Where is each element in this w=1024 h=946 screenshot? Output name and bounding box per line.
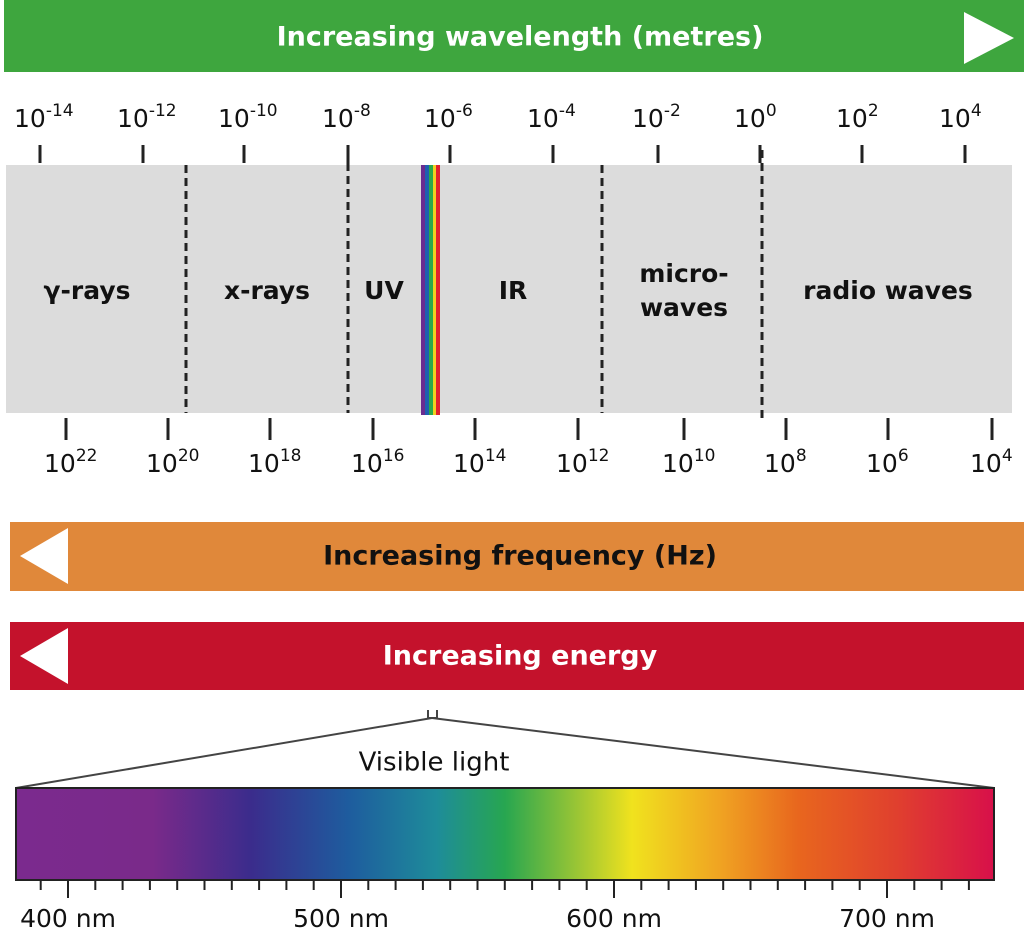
region-label: γ-rays xyxy=(43,276,130,305)
power-base: 10 xyxy=(424,104,456,133)
power-label: 10-10 xyxy=(218,101,278,133)
power-exponent: 14 xyxy=(485,446,507,466)
power-base: 10 xyxy=(734,104,766,133)
power-exponent: 16 xyxy=(383,446,405,466)
power-base: 10 xyxy=(632,104,664,133)
power-exponent: -6 xyxy=(456,101,473,121)
power-base: 10 xyxy=(970,449,1002,478)
power-base: 10 xyxy=(836,104,868,133)
arrow-left xyxy=(20,628,68,684)
power-exponent: 4 xyxy=(1002,446,1013,466)
power-label: 10-4 xyxy=(527,101,576,133)
region-dividers xyxy=(184,150,764,418)
nm-label: 700 nm xyxy=(839,904,935,933)
stripe xyxy=(433,165,436,415)
energy-bar xyxy=(10,622,1024,690)
power-base: 10 xyxy=(351,449,383,478)
power-exponent: 2 xyxy=(868,101,879,121)
power-exponent: 8 xyxy=(796,446,807,466)
zoom-line xyxy=(431,717,995,789)
power-base: 10 xyxy=(764,449,796,478)
power-base: 10 xyxy=(218,104,250,133)
power-exponent: -2 xyxy=(664,101,681,121)
power-label: 1012 xyxy=(556,446,609,478)
nm-label: 400 nm xyxy=(20,904,116,933)
power-exponent: 10 xyxy=(694,446,716,466)
power-exponent: -8 xyxy=(354,101,371,121)
power-exponent: 12 xyxy=(588,446,610,466)
power-label: 10-12 xyxy=(117,101,177,133)
power-base: 10 xyxy=(44,449,76,478)
power-exponent: 0 xyxy=(766,101,777,121)
arrow-left xyxy=(20,528,68,584)
power-label: 1016 xyxy=(351,446,404,478)
region-label: x-rays xyxy=(224,276,310,305)
power-base: 10 xyxy=(14,104,46,133)
arrow-right xyxy=(964,12,1014,64)
power-label: 1020 xyxy=(146,446,199,478)
power-exponent: -10 xyxy=(250,101,278,121)
visible-stripe xyxy=(421,165,440,415)
power-label: 104 xyxy=(970,446,1013,478)
power-base: 10 xyxy=(662,449,694,478)
power-base: 10 xyxy=(322,104,354,133)
energy-title: Increasing energy xyxy=(383,641,658,672)
power-base: 10 xyxy=(117,104,149,133)
power-label: 100 xyxy=(734,101,777,133)
power-exponent: -14 xyxy=(46,101,74,121)
region-label: IR xyxy=(499,276,528,305)
power-base: 10 xyxy=(453,449,485,478)
stripe xyxy=(436,165,440,415)
power-exponent: 18 xyxy=(280,446,302,466)
power-exponent: -12 xyxy=(149,101,177,121)
power-label: 1014 xyxy=(453,446,506,478)
frequency-bar xyxy=(10,522,1024,591)
power-exponent: 22 xyxy=(76,446,98,466)
region-label: radio waves xyxy=(803,276,973,305)
power-base: 10 xyxy=(527,104,559,133)
power-label: 10-8 xyxy=(322,101,371,133)
power-label: 10-14 xyxy=(14,101,74,133)
power-exponent: 6 xyxy=(898,446,909,466)
region-label: waves xyxy=(640,293,728,322)
power-base: 10 xyxy=(556,449,588,478)
stripe xyxy=(429,165,433,415)
wavelength-bar xyxy=(4,0,1024,72)
power-exponent: 20 xyxy=(178,446,200,466)
wavelength-title: Increasing wavelength (metres) xyxy=(277,22,764,53)
nm-label: 600 nm xyxy=(566,904,662,933)
power-label: 1010 xyxy=(662,446,715,478)
region-label: micro- xyxy=(639,259,728,288)
power-label: 10-6 xyxy=(424,101,473,133)
zoom-line xyxy=(15,717,433,789)
frequency-title: Increasing frequency (Hz) xyxy=(323,541,717,572)
spectrum-box xyxy=(6,165,1012,413)
power-exponent: -4 xyxy=(559,101,576,121)
region-label: UV xyxy=(364,276,404,305)
visible-spectrum xyxy=(15,787,995,881)
power-label: 104 xyxy=(939,101,982,133)
power-label: 106 xyxy=(866,446,909,478)
nm-label: 500 nm xyxy=(293,904,389,933)
power-label: 102 xyxy=(836,101,879,133)
power-exponent: 4 xyxy=(971,101,982,121)
bracket xyxy=(427,710,438,719)
power-base: 10 xyxy=(146,449,178,478)
power-label: 10-2 xyxy=(632,101,681,133)
stripe xyxy=(425,165,429,415)
stripe xyxy=(421,165,425,415)
visible-light-label: Visible light xyxy=(359,748,510,778)
power-base: 10 xyxy=(939,104,971,133)
power-label: 108 xyxy=(764,446,807,478)
power-label: 1022 xyxy=(44,446,97,478)
power-base: 10 xyxy=(248,449,280,478)
power-label: 1018 xyxy=(248,446,301,478)
power-base: 10 xyxy=(866,449,898,478)
